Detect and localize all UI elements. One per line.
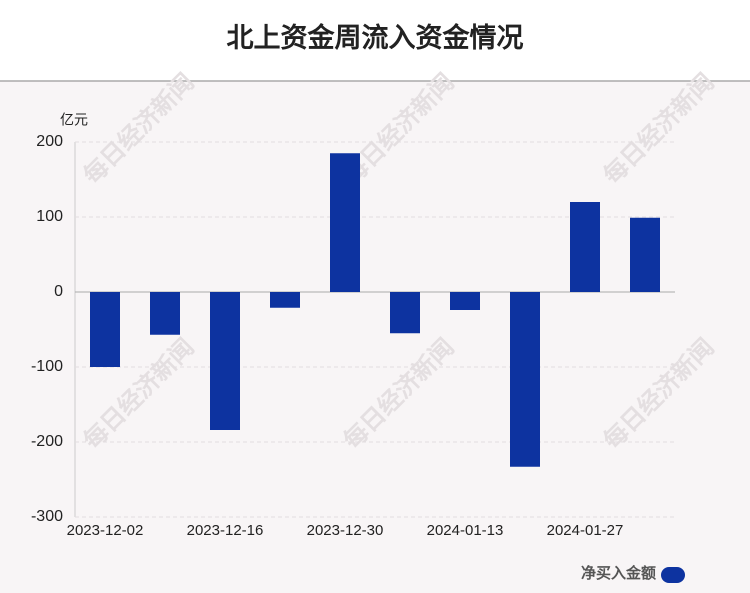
y-tick-label: 200 [36, 133, 63, 150]
x-tick-label: 2023-12-02 [67, 522, 144, 539]
bar [450, 292, 480, 310]
y-tick-label: -100 [31, 358, 63, 375]
bar [150, 292, 180, 335]
x-tick-label: 2024-01-27 [547, 522, 624, 539]
header [0, 0, 750, 81]
y-tick-label: -200 [31, 433, 63, 450]
y-tick-label: 100 [36, 208, 63, 225]
legend-label: 净买入金额 [581, 564, 656, 582]
bar [630, 217, 660, 292]
y-tick-label: -300 [31, 508, 63, 525]
bar [270, 292, 300, 308]
bar [330, 153, 360, 292]
y-unit: 亿元 [60, 112, 88, 128]
bar [90, 292, 120, 367]
x-tick-label: 2024-01-13 [427, 522, 504, 539]
chart-title: 北上资金周流入资金情况 [227, 22, 524, 53]
y-tick-label: 0 [54, 283, 63, 300]
bar [570, 202, 600, 292]
bar [390, 292, 420, 334]
bar [210, 292, 240, 430]
x-tick-label: 2023-12-30 [307, 522, 384, 539]
legend-swatch [661, 567, 685, 583]
bar [510, 292, 540, 467]
x-tick-label: 2023-12-16 [187, 522, 264, 539]
